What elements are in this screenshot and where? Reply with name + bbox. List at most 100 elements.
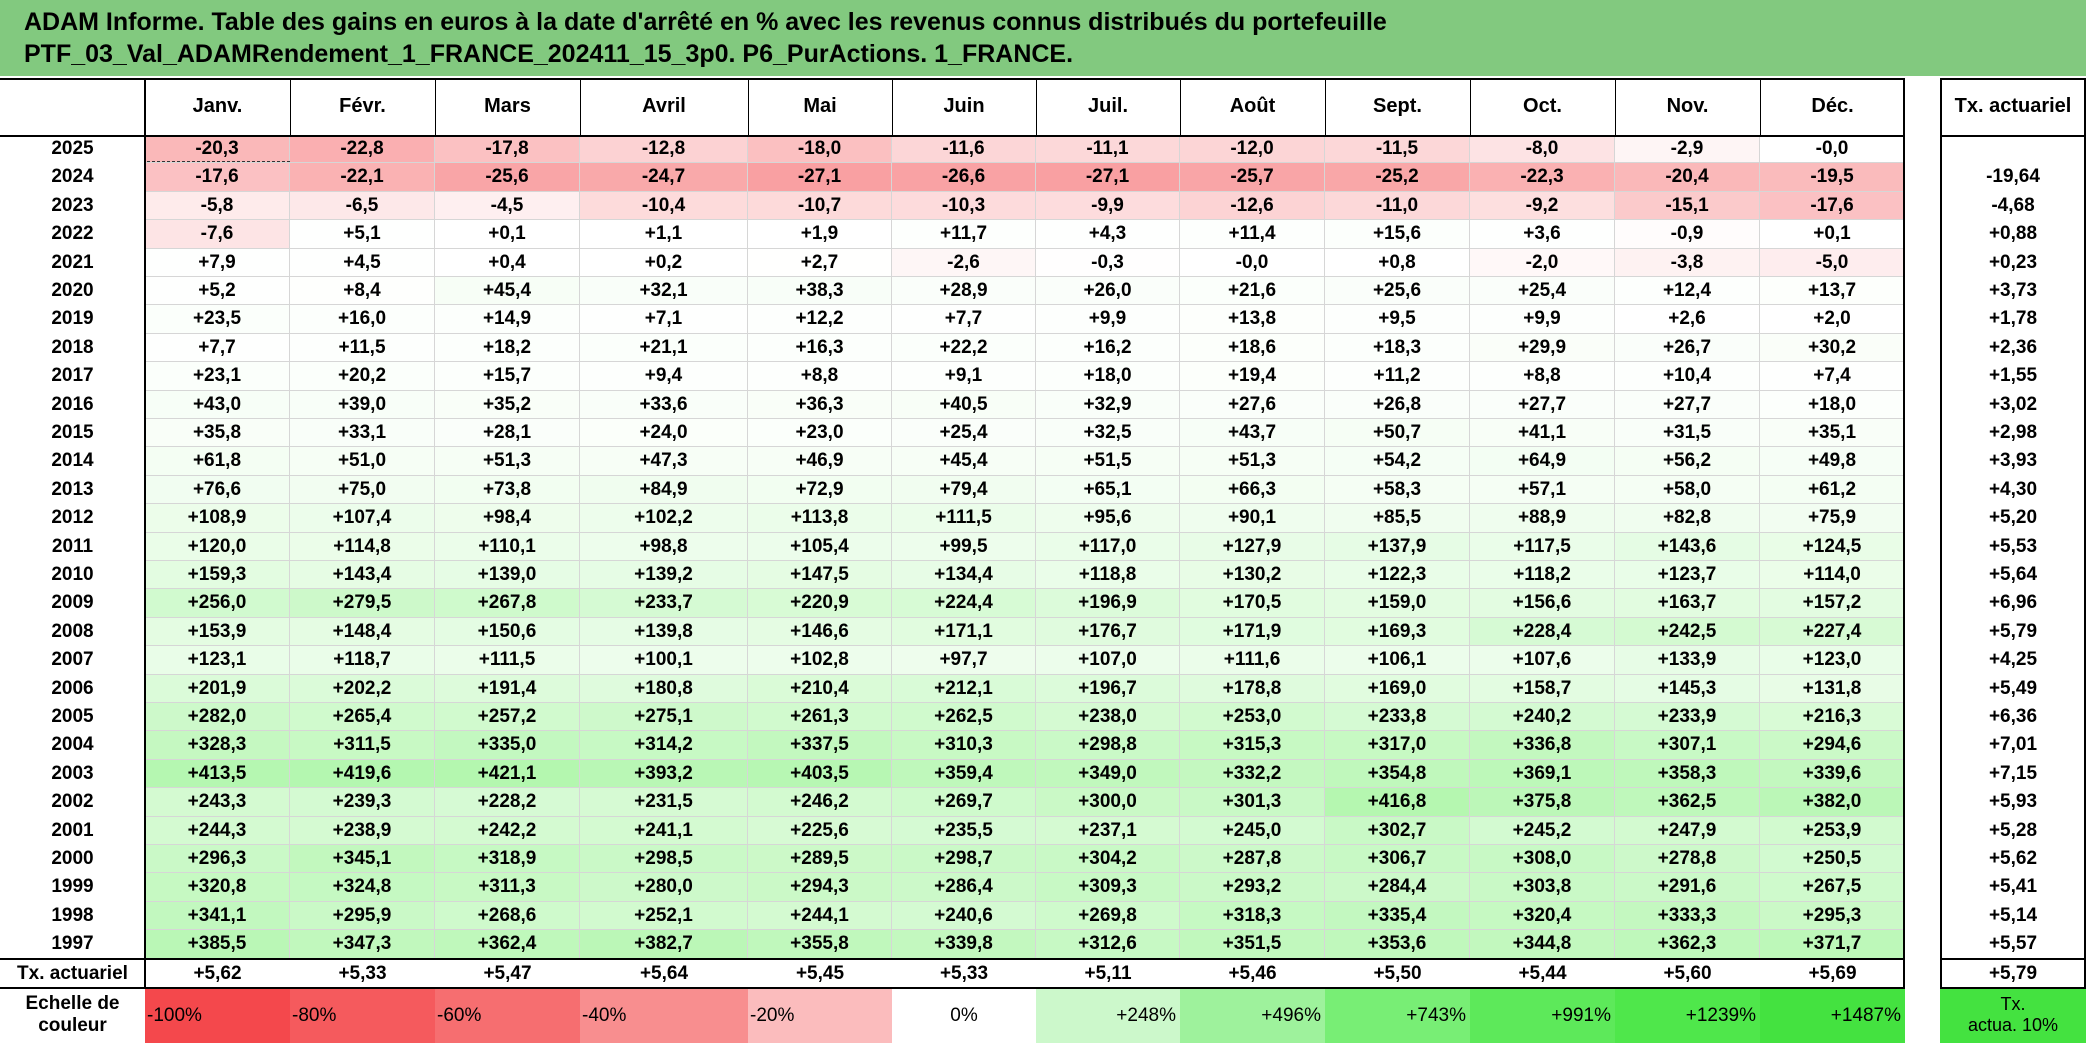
- summary-rate-cell: +5,47: [483, 962, 532, 984]
- gain-cell: +267,5: [1760, 873, 1905, 902]
- gain-cell: +295,9: [290, 901, 435, 931]
- gain-cell: +2,6: [1615, 305, 1760, 334]
- gain-cell: +7,1: [580, 305, 748, 334]
- gain-cell: +265,4: [290, 703, 435, 732]
- gain-cell: +23,5: [145, 305, 290, 334]
- gain-cell: +45,4: [435, 277, 580, 306]
- gain-cell: +64,9: [1470, 447, 1615, 476]
- color-scale-label-line-2: couleur: [38, 1015, 107, 1037]
- month-header: Déc.: [1811, 95, 1854, 117]
- month-header: Mars: [484, 95, 531, 117]
- gain-cell: +25,4: [892, 419, 1036, 448]
- gain-cell: +153,9: [145, 617, 290, 647]
- gain-cell: +294,3: [748, 873, 892, 902]
- gain-cell: +25,6: [1325, 277, 1470, 306]
- summary-rate-cell: +5,46: [1228, 962, 1277, 984]
- year-label: 2005: [51, 706, 94, 727]
- report-title-line-1: ADAM Informe. Table des gains en euros à…: [24, 8, 1387, 36]
- gain-cell: +0,1: [435, 220, 580, 249]
- gain-cell: +111,6: [1180, 646, 1325, 675]
- gain-cell: +333,3: [1615, 901, 1760, 931]
- gain-cell: +27,7: [1615, 390, 1760, 419]
- gain-cell: -11,0: [1325, 191, 1470, 221]
- gain-cell: +293,2: [1180, 873, 1325, 902]
- summary-rate-cell: +5,33: [939, 962, 989, 984]
- gain-cell: +107,4: [290, 504, 435, 533]
- gain-cell: +382,0: [1760, 788, 1905, 817]
- gain-cell: +169,0: [1325, 674, 1470, 703]
- rate-header-bottom-border: [1940, 135, 2086, 137]
- gain-cell: +8,8: [1470, 362, 1615, 391]
- annual-rate-header: Tx. actuariel: [1954, 95, 2072, 117]
- table-right-border: [1903, 78, 1905, 988]
- gain-cell: -10,7: [748, 191, 892, 221]
- gain-cell: +146,6: [748, 617, 892, 647]
- gain-cell: +4,5: [290, 248, 435, 277]
- gain-cell: +118,2: [1470, 561, 1615, 590]
- gain-cell: +75,0: [290, 475, 435, 505]
- gain-cell: +130,2: [1180, 561, 1325, 590]
- gain-cell: -5,0: [1760, 248, 1905, 277]
- gain-cell: +13,8: [1180, 305, 1325, 334]
- gain-cell: +139,8: [580, 617, 748, 647]
- gain-cell: +13,7: [1760, 277, 1905, 306]
- gain-cell: +143,6: [1615, 532, 1760, 561]
- gain-cell: +85,5: [1325, 504, 1470, 533]
- gain-cell: +170,5: [1180, 589, 1325, 618]
- gain-cell: +225,6: [748, 816, 892, 845]
- color-scale-label-line-1: Echelle de: [25, 993, 120, 1015]
- gain-cell: -12,0: [1180, 135, 1325, 164]
- gain-cell: +244,1: [748, 901, 892, 931]
- year-label: 2007: [51, 649, 94, 671]
- year-label: 2017: [51, 365, 94, 387]
- gain-cell: +335,4: [1325, 901, 1470, 931]
- gain-cell: +269,7: [892, 788, 1036, 817]
- month-column-border: [748, 78, 749, 135]
- annual-rate-cell: +4,30: [1988, 478, 2038, 500]
- gain-cell: +9,9: [1470, 305, 1615, 334]
- gain-cell: +28,1: [435, 419, 580, 448]
- gain-cell: +123,0: [1760, 646, 1905, 675]
- gain-cell: +65,1: [1036, 475, 1180, 505]
- gain-cell: +306,7: [1325, 845, 1470, 874]
- gain-cell: +35,2: [435, 390, 580, 419]
- summary-rate-cell: +5,44: [1518, 962, 1567, 984]
- gain-cell: -15,1: [1615, 191, 1760, 221]
- gain-cell: +312,6: [1036, 930, 1180, 959]
- gain-cell: +12,4: [1615, 277, 1760, 306]
- gain-cell: +54,2: [1325, 447, 1470, 476]
- gain-cell: +291,6: [1615, 873, 1760, 902]
- gain-cell: +51,5: [1036, 447, 1180, 476]
- gain-cell: -20,4: [1615, 163, 1760, 192]
- gain-cell: +320,4: [1470, 901, 1615, 931]
- color-scale-swatch: +991%: [1470, 987, 1615, 1043]
- gain-cell: +18,0: [1760, 390, 1905, 419]
- gain-cell: -4,5: [435, 191, 580, 221]
- month-header: Oct.: [1523, 95, 1562, 117]
- gain-cell: +35,8: [145, 419, 290, 448]
- gain-cell: +171,9: [1180, 617, 1325, 647]
- gain-cell: +66,3: [1180, 475, 1325, 505]
- gain-cell: +341,1: [145, 901, 290, 931]
- gain-cell: +318,3: [1180, 901, 1325, 931]
- annual-rate-cell: +5,79: [1988, 620, 2038, 642]
- summary-top-border: [0, 957, 1905, 960]
- gain-cell: +324,8: [290, 873, 435, 902]
- gain-cell: +317,0: [1325, 731, 1470, 760]
- gain-cell: +57,1: [1470, 475, 1615, 505]
- gain-cell: +134,4: [892, 561, 1036, 590]
- month-column-border: [1036, 78, 1037, 135]
- gain-cell: +27,7: [1470, 390, 1615, 419]
- gain-cell: -9,9: [1036, 191, 1180, 221]
- summary-rate-cell: +5,45: [795, 962, 845, 984]
- gain-cell: +46,9: [748, 447, 892, 476]
- gain-cell: +120,0: [145, 532, 290, 561]
- gain-cell: +45,4: [892, 447, 1036, 476]
- year-label: 1999: [51, 876, 94, 898]
- gain-cell: +108,9: [145, 504, 290, 533]
- gain-cell: -17,6: [1760, 191, 1905, 221]
- gain-cell: +158,7: [1470, 674, 1615, 703]
- gain-cell: -0,0: [1760, 135, 1905, 164]
- gain-cell: +31,5: [1615, 419, 1760, 448]
- gain-cell: +385,5: [145, 930, 290, 959]
